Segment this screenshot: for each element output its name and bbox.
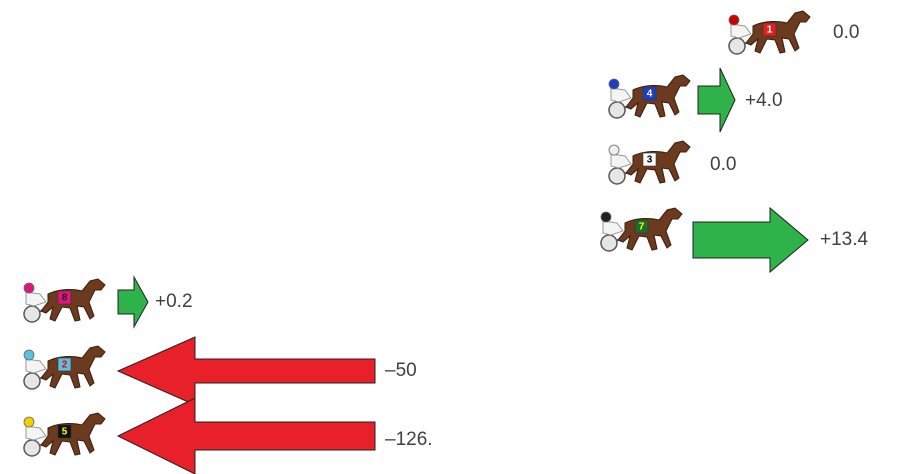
horse-number: 3 xyxy=(647,155,653,166)
horse-icon: 1 xyxy=(729,11,810,54)
driver xyxy=(603,221,623,235)
horse-icon: 7 xyxy=(601,208,682,251)
driver xyxy=(611,88,631,102)
driver-helmet xyxy=(609,79,619,89)
change-label: 0.0 xyxy=(833,22,859,43)
page: 10.04+4.030.07+13.48+0.22–505–126. (() =… xyxy=(0,0,899,474)
horse xyxy=(41,279,105,321)
driver xyxy=(731,24,751,38)
gain-arrow xyxy=(698,68,735,132)
change-label: 0.0 xyxy=(710,154,736,175)
loss-arrow xyxy=(118,337,375,405)
horse-number: 2 xyxy=(62,360,68,371)
scene: 1 0.0 4 +4.0 3 0.0 7 +13.4 8 +0.2 2 –50 5 –126. xyxy=(0,0,899,474)
horse-icon: 3 xyxy=(609,141,690,184)
horse-number: 4 xyxy=(647,89,653,100)
gain-arrow xyxy=(693,208,808,272)
horse-number: 1 xyxy=(767,25,773,36)
horse xyxy=(41,413,105,455)
sulky-wheel xyxy=(24,373,40,389)
sulky-wheel xyxy=(24,306,40,322)
horse-icon: 4 xyxy=(609,75,690,118)
horse xyxy=(746,11,810,53)
driver-helmet xyxy=(601,212,611,222)
driver-helmet xyxy=(729,15,739,25)
loss-arrow xyxy=(118,398,375,474)
horse-number: 5 xyxy=(62,427,68,438)
driver xyxy=(26,426,46,440)
driver xyxy=(611,154,631,168)
horse-icon: 8 xyxy=(24,279,105,322)
sulky-wheel xyxy=(601,235,617,251)
change-label: –50 xyxy=(385,360,417,381)
horse-number: 8 xyxy=(62,293,68,304)
driver-helmet xyxy=(24,417,34,427)
sulky-wheel xyxy=(609,102,625,118)
driver-helmet xyxy=(24,350,34,360)
change-label: –126. xyxy=(385,429,433,450)
horse-icon: 5 xyxy=(24,413,105,456)
horse xyxy=(626,75,690,117)
change-label: +13.4 xyxy=(820,229,869,250)
horse xyxy=(41,346,105,388)
sulky-wheel xyxy=(609,168,625,184)
sulky-wheel xyxy=(24,440,40,456)
change-label: +4.0 xyxy=(745,90,783,111)
horse xyxy=(618,208,682,250)
driver-helmet xyxy=(609,145,619,155)
sulky-wheel xyxy=(729,38,745,54)
driver xyxy=(26,292,46,306)
horse-icon: 2 xyxy=(24,346,105,389)
change-label: +0.2 xyxy=(155,291,193,312)
horse-number: 7 xyxy=(639,222,645,233)
driver xyxy=(26,359,46,373)
driver-helmet xyxy=(24,283,34,293)
horse xyxy=(626,141,690,183)
gain-arrow xyxy=(118,277,148,327)
